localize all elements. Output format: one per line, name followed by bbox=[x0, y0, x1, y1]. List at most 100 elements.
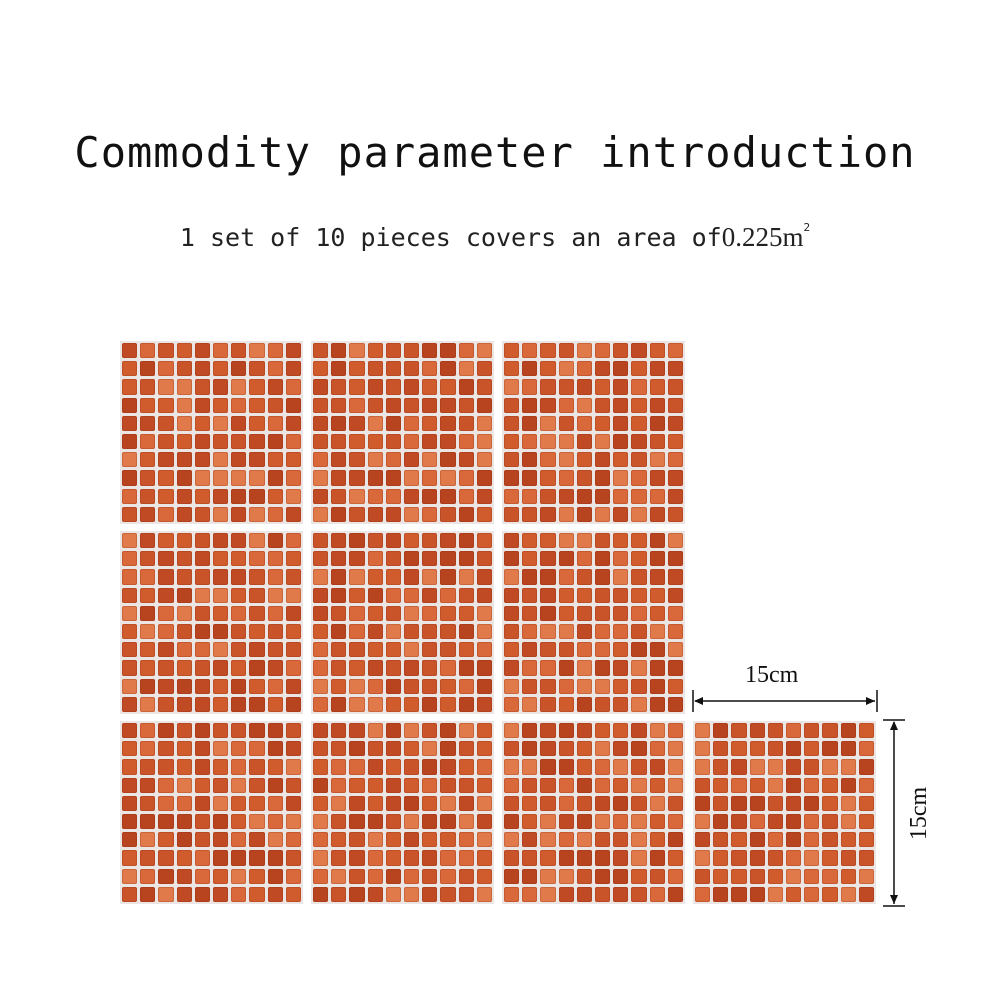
mosaic-chip bbox=[649, 868, 665, 884]
mosaic-chip bbox=[667, 551, 683, 567]
mosaic-chip bbox=[558, 533, 574, 549]
mosaic-chip bbox=[194, 470, 210, 486]
mosaic-chip bbox=[422, 488, 438, 504]
mosaic-chip bbox=[212, 397, 229, 413]
mosaic-chip bbox=[176, 569, 192, 585]
mosaic-chip bbox=[576, 452, 592, 468]
mosaic-chip bbox=[667, 470, 683, 486]
mosaic-chip bbox=[158, 397, 174, 413]
mosaic-chip bbox=[249, 452, 265, 468]
mosaic-chip bbox=[613, 587, 629, 603]
mosaic-chip bbox=[231, 488, 247, 504]
mosaic-chip bbox=[231, 723, 247, 739]
mosaic-chip bbox=[540, 379, 556, 395]
mosaic-chip bbox=[613, 533, 629, 549]
mosaic-chip bbox=[122, 361, 138, 377]
mosaic-chip bbox=[176, 343, 192, 359]
mosaic-chip bbox=[367, 777, 383, 793]
mosaic-chip bbox=[158, 777, 174, 793]
mosaic-chip bbox=[403, 696, 420, 712]
mosaic-chip bbox=[331, 813, 347, 830]
mosaic-chip bbox=[576, 696, 592, 712]
mosaic-chip bbox=[558, 623, 574, 640]
mosaic-chip bbox=[440, 379, 456, 395]
mosaic-chip bbox=[385, 452, 401, 468]
mosaic-chip bbox=[522, 660, 538, 676]
mosaic-chip bbox=[594, 452, 611, 468]
mosaic-chip bbox=[367, 506, 383, 522]
mosaic-chip bbox=[140, 569, 156, 585]
mosaic-chip bbox=[385, 623, 401, 640]
mosaic-chip bbox=[713, 741, 729, 757]
mosaic-chip bbox=[458, 623, 474, 640]
mosaic-chip bbox=[176, 723, 192, 739]
mosaic-chip bbox=[403, 605, 420, 621]
mosaic-chip bbox=[858, 832, 874, 848]
mosaic-chip bbox=[540, 623, 556, 640]
mosaic-chip bbox=[367, 415, 383, 431]
mosaic-chip bbox=[576, 832, 592, 848]
mosaic-chip bbox=[576, 813, 592, 830]
mosaic-chip bbox=[804, 832, 820, 848]
mosaic-chip bbox=[140, 361, 156, 377]
mosaic-chip bbox=[785, 777, 802, 793]
mosaic-chip bbox=[476, 832, 492, 848]
mosaic-chip bbox=[731, 813, 747, 830]
mosaic-chip bbox=[367, 642, 383, 658]
mosaic-chip bbox=[285, 623, 301, 640]
mosaic-chip bbox=[285, 488, 301, 504]
mosaic-chip bbox=[476, 397, 492, 413]
mosaic-chip bbox=[176, 605, 192, 621]
mosaic-chip bbox=[631, 832, 647, 848]
mosaic-chip bbox=[504, 696, 520, 712]
mosaic-chip bbox=[349, 696, 365, 712]
mosaic-chip bbox=[558, 660, 574, 676]
mosaic-chip bbox=[522, 696, 538, 712]
mosaic-chip bbox=[631, 741, 647, 757]
mosaic-chip bbox=[522, 759, 538, 775]
mosaic-chip bbox=[731, 868, 747, 884]
mosaic-chip bbox=[403, 623, 420, 640]
mosaic-chip bbox=[158, 741, 174, 757]
mosaic-chip bbox=[176, 452, 192, 468]
mosaic-chip bbox=[249, 415, 265, 431]
mosaic-chip bbox=[385, 741, 401, 757]
mosaic-chip bbox=[522, 741, 538, 757]
mosaic-chip bbox=[613, 850, 629, 866]
mosaic-chip bbox=[349, 813, 365, 830]
mosaic-chip bbox=[576, 660, 592, 676]
mosaic-chip bbox=[313, 433, 329, 450]
mosaic-chip bbox=[249, 696, 265, 712]
mosaic-chip bbox=[695, 795, 711, 811]
mosaic-chip bbox=[613, 678, 629, 694]
mosaic-chip bbox=[140, 506, 156, 522]
mosaic-chip bbox=[840, 723, 856, 739]
mosaic-chip bbox=[576, 433, 592, 450]
mosaic-chip bbox=[249, 587, 265, 603]
mosaic-chip bbox=[522, 551, 538, 567]
mosaic-chip bbox=[631, 343, 647, 359]
mosaic-chip bbox=[194, 343, 210, 359]
mosaic-chip bbox=[613, 723, 629, 739]
mosaic-chip bbox=[367, 551, 383, 567]
mosaic-chip bbox=[504, 886, 520, 902]
mosaic-chip bbox=[558, 850, 574, 866]
mosaic-chip bbox=[212, 696, 229, 712]
mosaic-chip bbox=[367, 832, 383, 848]
mosaic-chip bbox=[176, 433, 192, 450]
mosaic-chip bbox=[331, 868, 347, 884]
mosaic-chip bbox=[249, 433, 265, 450]
mosaic-chip bbox=[422, 886, 438, 902]
mosaic-chip bbox=[403, 777, 420, 793]
mosaic-chip bbox=[231, 452, 247, 468]
mosaic-chip bbox=[695, 850, 711, 866]
mosaic-chip bbox=[649, 623, 665, 640]
mosaic-chip bbox=[122, 533, 138, 549]
mosaic-chip bbox=[231, 886, 247, 902]
mosaic-chip bbox=[476, 551, 492, 567]
mosaic-chip bbox=[649, 795, 665, 811]
mosaic-chip bbox=[212, 623, 229, 640]
mosaic-chip bbox=[594, 678, 611, 694]
mosaic-chip bbox=[695, 741, 711, 757]
mosaic-chip bbox=[140, 379, 156, 395]
